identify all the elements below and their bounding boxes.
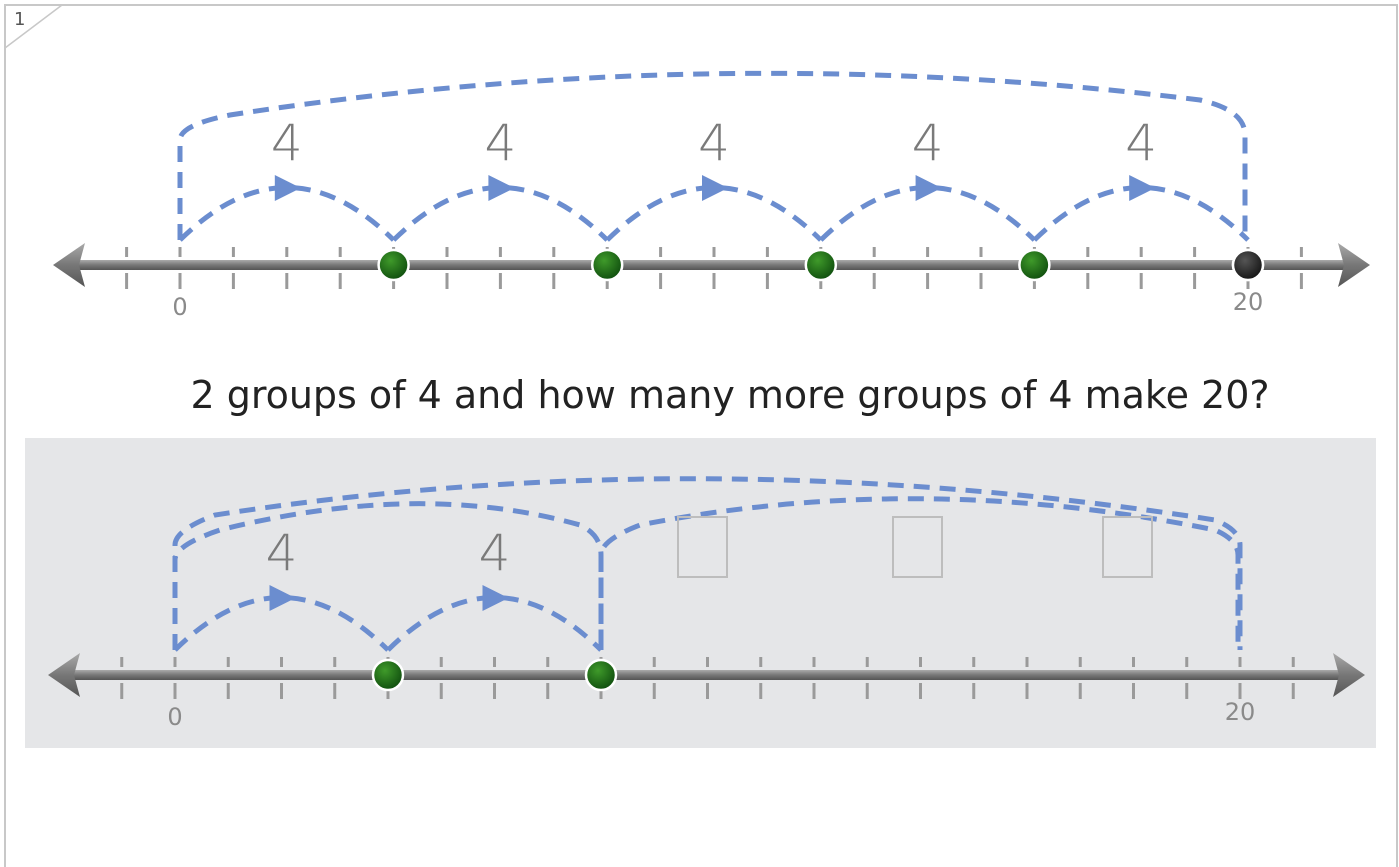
jump-arrow <box>269 585 296 611</box>
axis <box>73 670 1340 680</box>
end-point <box>1231 248 1265 282</box>
answer-box <box>677 516 728 578</box>
answer-box <box>1102 516 1153 578</box>
arrow-right <box>1333 653 1365 697</box>
arrow-right <box>1338 243 1370 287</box>
bottom-number-line: 0 20 4 4 <box>48 476 1365 731</box>
page-number: 1 <box>14 9 25 30</box>
answer-box <box>892 516 943 578</box>
frame <box>4 4 1398 867</box>
total-bracket <box>177 70 1248 240</box>
point <box>371 658 405 692</box>
jump-arc <box>173 595 390 652</box>
jump-arrow <box>274 175 301 201</box>
jump-arc <box>386 595 603 652</box>
jump-arc <box>819 185 1037 242</box>
point <box>590 248 624 282</box>
arrow-left <box>53 243 85 287</box>
known-bracket <box>172 501 604 650</box>
jump-label: 4 <box>266 524 298 582</box>
jump-label: 4 <box>479 524 511 582</box>
jump-arrow <box>915 175 942 201</box>
jump-arrow <box>702 175 728 201</box>
jump-arrow <box>1129 175 1156 201</box>
tick-label: 20 <box>1225 698 1256 726</box>
jump-arc <box>178 185 396 242</box>
tick-label: 0 <box>167 703 182 731</box>
panel <box>25 438 1376 748</box>
jump-arrow <box>482 585 509 611</box>
tick-label: 20 <box>1233 288 1264 316</box>
jump-label: 4 <box>698 114 730 172</box>
corner-fold <box>4 4 63 49</box>
point <box>377 248 410 282</box>
question: 2 groups of 4 and how many more groups o… <box>190 373 1269 417</box>
total-bracket <box>172 476 1243 650</box>
point <box>804 248 838 282</box>
jump-label: 4 <box>1125 114 1157 172</box>
jump-arrow <box>488 175 515 201</box>
jump-arc <box>391 185 609 242</box>
jump-label: 4 <box>484 114 516 172</box>
top-number-line: 0 20 4 4 4 4 4 <box>53 70 1370 321</box>
jump-label: 4 <box>271 114 303 172</box>
jump-label: 4 <box>912 114 944 172</box>
point <box>1018 248 1051 282</box>
unknown-bracket <box>598 496 1241 650</box>
arrow-left <box>48 653 80 697</box>
point <box>584 658 618 692</box>
jump-arc <box>1032 185 1250 242</box>
jump-arc <box>605 185 823 242</box>
tick-label: 0 <box>172 293 187 321</box>
axis <box>78 260 1345 270</box>
